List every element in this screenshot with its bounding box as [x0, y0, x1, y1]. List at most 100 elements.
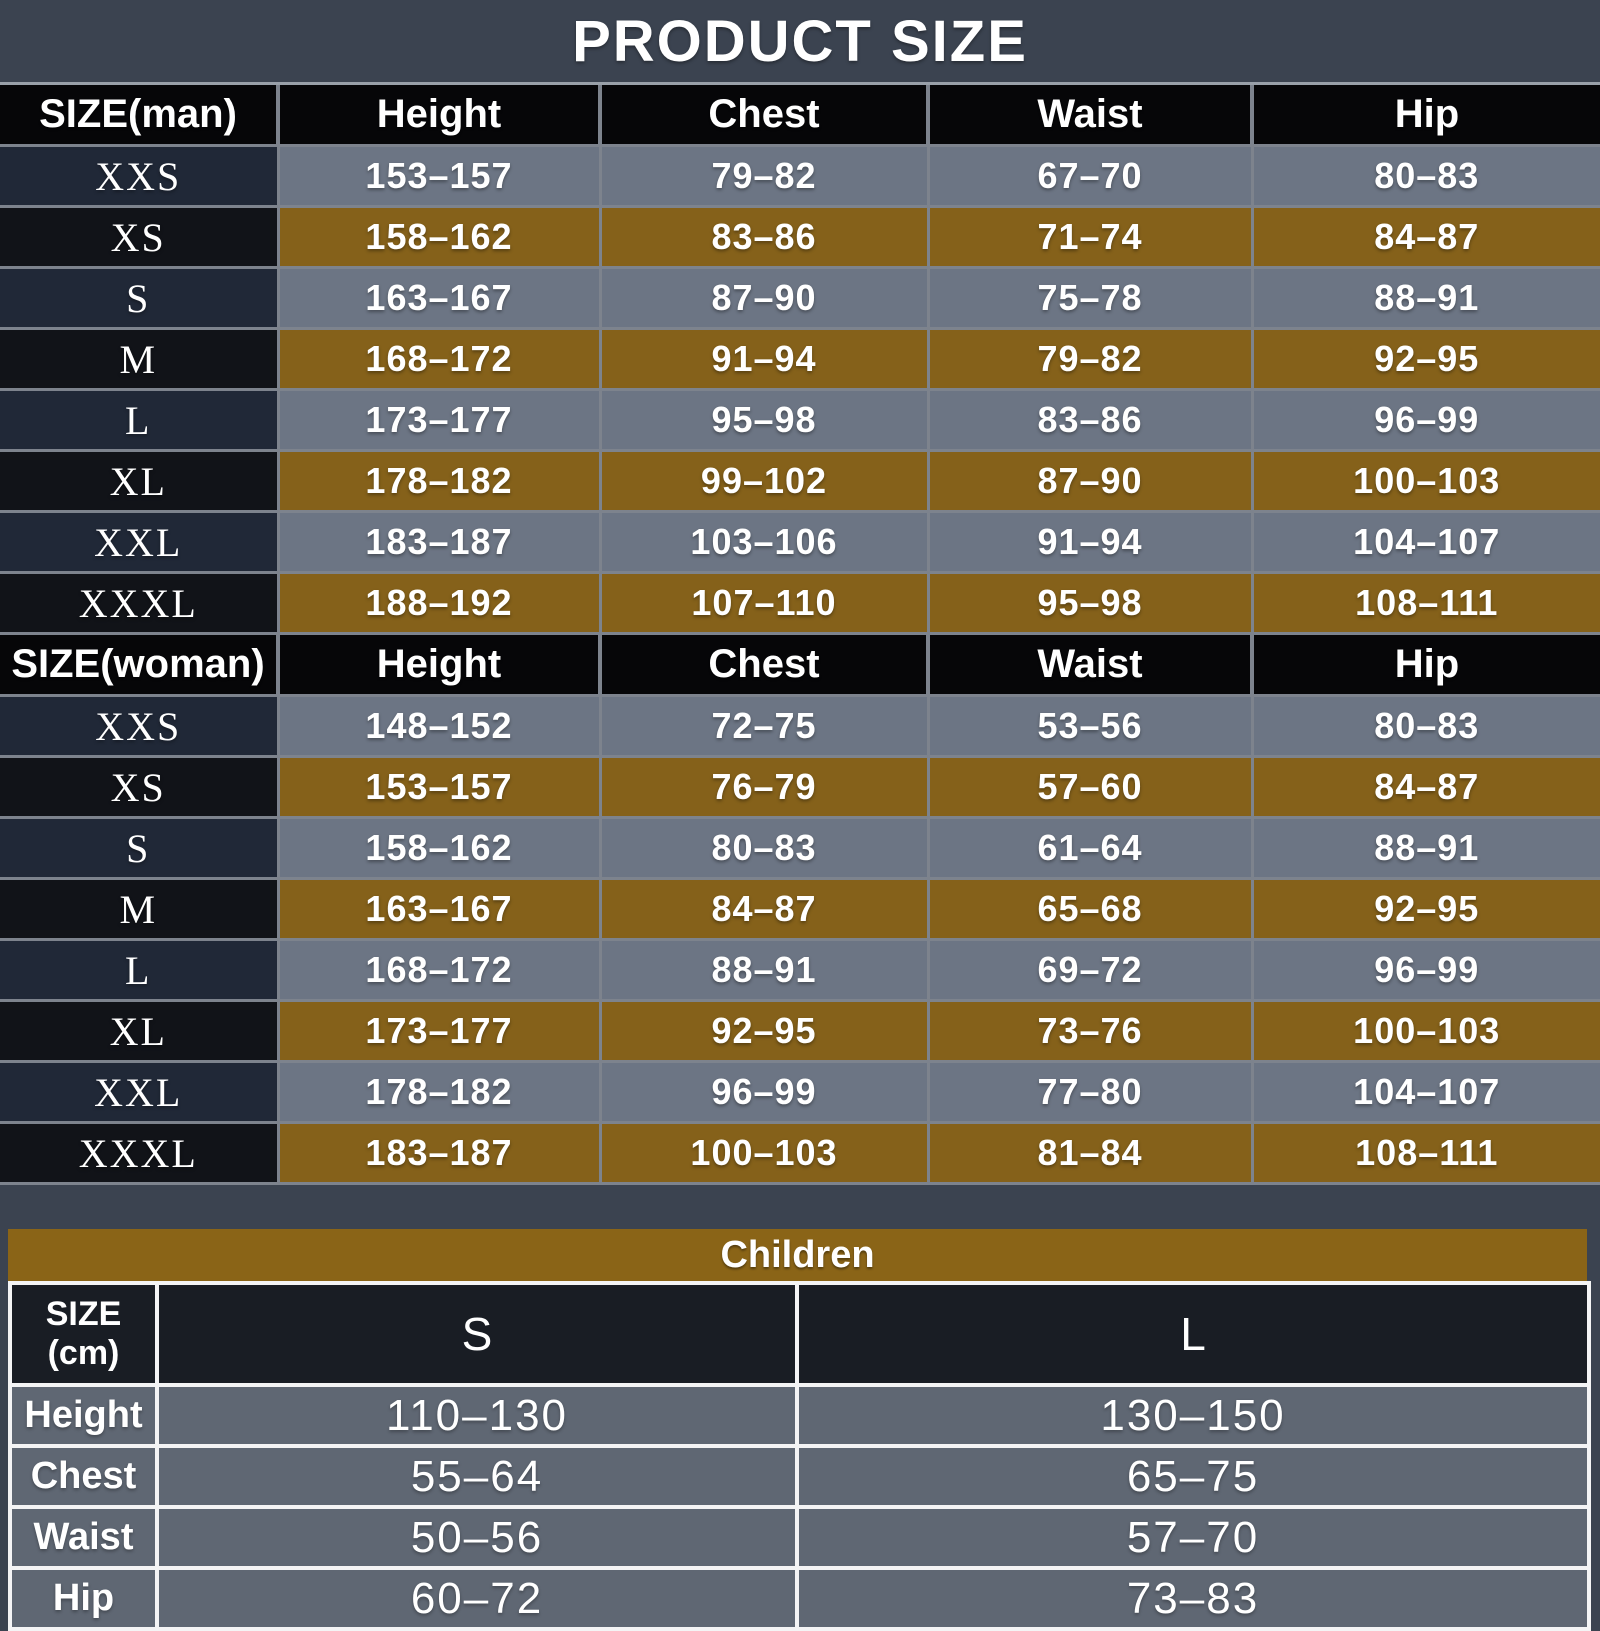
measurement-value-cell: 158–162 [278, 206, 602, 269]
children-table-body: Height 110–130 130–150 Chest 55–64 65–75 Waist… [8, 1383, 1591, 1631]
measurement-value-cell: 153–157 [278, 756, 602, 819]
measurement-value-cell: 168–172 [278, 328, 602, 391]
measurement-value-cell: 88–91 [600, 939, 930, 1002]
measurement-value-cell: 163–167 [278, 267, 602, 330]
measurement-value-cell: 91–94 [600, 328, 930, 391]
size-column-header: SIZE(man) [0, 85, 280, 147]
measurement-value-cell: 80–83 [600, 817, 930, 880]
children-header-row: SIZE (cm) S L [8, 1281, 1591, 1387]
measurement-value-cell: 183–187 [278, 511, 602, 574]
children-size-section: Children SIZE (cm) S L Height 110–130 130–15… [8, 1229, 1591, 1631]
measure-column-header: Hip [1252, 635, 1600, 697]
size-label-cell: XXXL [0, 572, 280, 635]
table-row: S 158–162 80–83 61–64 88–91 [0, 817, 1600, 880]
measurement-value-cell: 73–76 [928, 1000, 1254, 1063]
measurement-value-cell: 95–98 [928, 572, 1254, 635]
page-title: PRODUCT SIZE [572, 8, 1028, 74]
size-column-header: SIZE(woman) [0, 635, 280, 697]
measurement-value-cell: 84–87 [1252, 756, 1600, 819]
measurement-value-cell: 57–70 [795, 1505, 1591, 1570]
measurement-value-cell: 91–94 [928, 511, 1254, 574]
measure-column-header: Waist [928, 85, 1254, 147]
measurement-value-cell: 173–177 [278, 1000, 602, 1063]
measurement-value-cell: 108–111 [1252, 572, 1600, 635]
measurement-value-cell: 178–182 [278, 450, 602, 513]
measurement-value-cell: 65–68 [928, 878, 1254, 941]
measurement-value-cell: 80–83 [1252, 695, 1600, 758]
measure-column-header: S [155, 1281, 799, 1387]
size-label-cell: Waist [8, 1505, 159, 1570]
measurement-value-cell: 65–75 [795, 1444, 1591, 1509]
measurement-value-cell: 96–99 [1252, 939, 1600, 1002]
measurement-value-cell: 87–90 [600, 267, 930, 330]
men-table-body: XXS 153–157 79–82 67–70 80–83 XS 158–162 83–86 7… [0, 145, 1600, 635]
measurement-value-cell: 188–192 [278, 572, 602, 635]
measure-column-header: Height [278, 635, 602, 697]
measurement-value-cell: 100–103 [1252, 1000, 1600, 1063]
measurement-value-cell: 69–72 [928, 939, 1254, 1002]
measurement-value-cell: 178–182 [278, 1061, 602, 1124]
measure-column-header: Hip [1252, 85, 1600, 147]
measurement-value-cell: 103–106 [600, 511, 930, 574]
size-label-cell: Chest [8, 1444, 159, 1509]
size-label-cell: M [0, 878, 280, 941]
measurement-value-cell: 80–83 [1252, 145, 1600, 208]
measure-column-header: Chest [600, 635, 930, 697]
measurement-value-cell: 163–167 [278, 878, 602, 941]
measurement-value-cell: 88–91 [1252, 817, 1600, 880]
measurement-value-cell: 83–86 [928, 389, 1254, 452]
measurement-value-cell: 57–60 [928, 756, 1254, 819]
size-label-cell: S [0, 267, 280, 330]
measurement-value-cell: 92–95 [1252, 878, 1600, 941]
table-row: L 168–172 88–91 69–72 96–99 [0, 939, 1600, 1002]
measurement-value-cell: 88–91 [1252, 267, 1600, 330]
size-label-cell: L [0, 939, 280, 1002]
measurement-value-cell: 77–80 [928, 1061, 1254, 1124]
table-row: S 163–167 87–90 75–78 88–91 [0, 267, 1600, 330]
measurement-value-cell: 55–64 [155, 1444, 799, 1509]
measurement-value-cell: 148–152 [278, 695, 602, 758]
measurement-value-cell: 104–107 [1252, 1061, 1600, 1124]
size-label-cell: XXS [0, 695, 280, 758]
measurement-value-cell: 96–99 [600, 1061, 930, 1124]
women-size-table: SIZE(woman) Height Chest Waist Hip XXS 148–15… [0, 635, 1600, 1185]
measurement-value-cell: 79–82 [928, 328, 1254, 391]
table-row: XS 158–162 83–86 71–74 84–87 [0, 206, 1600, 269]
measurement-value-cell: 92–95 [1252, 328, 1600, 391]
size-label-cell: XXL [0, 1061, 280, 1124]
measurement-value-cell: 110–130 [155, 1383, 799, 1448]
measurement-value-cell: 61–64 [928, 817, 1254, 880]
table-row: XXS 153–157 79–82 67–70 80–83 [0, 145, 1600, 208]
measurement-value-cell: 53–56 [928, 695, 1254, 758]
measurement-value-cell: 73–83 [795, 1566, 1591, 1631]
size-label-cell: XL [0, 1000, 280, 1063]
table-row: M 168–172 91–94 79–82 92–95 [0, 328, 1600, 391]
table-row: XXS 148–152 72–75 53–56 80–83 [0, 695, 1600, 758]
size-label-cell: XXL [0, 511, 280, 574]
measurement-value-cell: 99–102 [600, 450, 930, 513]
measurement-value-cell: 107–110 [600, 572, 930, 635]
table-row: XXL 178–182 96–99 77–80 104–107 [0, 1061, 1600, 1124]
measurement-value-cell: 153–157 [278, 145, 602, 208]
measurement-value-cell: 158–162 [278, 817, 602, 880]
table-row: XXL 183–187 103–106 91–94 104–107 [0, 511, 1600, 574]
table-row: M 163–167 84–87 65–68 92–95 [0, 878, 1600, 941]
measurement-value-cell: 72–75 [600, 695, 930, 758]
table-row: Height 110–130 130–150 [8, 1383, 1591, 1448]
measurement-value-cell: 81–84 [928, 1122, 1254, 1185]
measurement-value-cell: 104–107 [1252, 511, 1600, 574]
table-row: Chest 55–64 65–75 [8, 1444, 1591, 1509]
women-table-body: XXS 148–152 72–75 53–56 80–83 XS 153–157 76–79 5… [0, 695, 1600, 1185]
measurement-value-cell: 183–187 [278, 1122, 602, 1185]
table-row: Waist 50–56 57–70 [8, 1505, 1591, 1570]
measurement-value-cell: 130–150 [795, 1383, 1591, 1448]
table-row: Hip 60–72 73–83 [8, 1566, 1591, 1631]
measurement-value-cell: 83–86 [600, 206, 930, 269]
table-row: XXXL 183–187 100–103 81–84 108–111 [0, 1122, 1600, 1185]
size-label-cell: XS [0, 756, 280, 819]
table-row: XL 178–182 99–102 87–90 100–103 [0, 450, 1600, 513]
size-label-cell: XL [0, 450, 280, 513]
women-header-row: SIZE(woman) Height Chest Waist Hip [0, 635, 1600, 697]
measure-column-header: Height [278, 85, 602, 147]
